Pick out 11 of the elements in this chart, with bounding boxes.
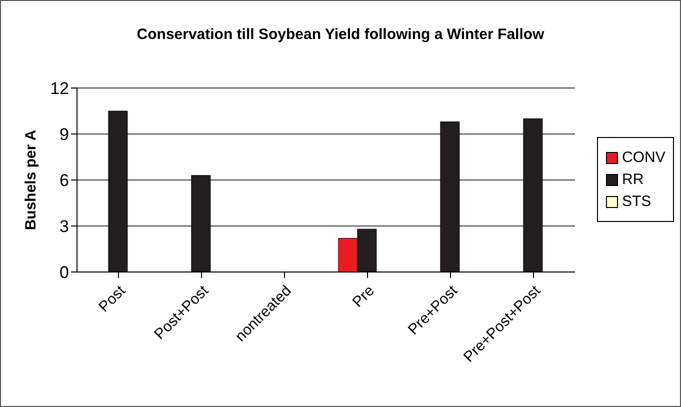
- y-tick-label: 9: [60, 125, 69, 144]
- chart-title: Conservation till Soybean Yield following a Winter Fallow: [136, 26, 546, 43]
- legend-label: CONV: [622, 149, 666, 166]
- y-tick-label: 12: [50, 79, 69, 98]
- x-tick-label: Pre: [349, 282, 378, 311]
- legend-label: RR: [622, 171, 644, 188]
- y-tick-label: 6: [60, 171, 69, 190]
- y-tick-label: 3: [60, 217, 69, 236]
- y-tick-label: 0: [60, 263, 69, 282]
- y-axis-title: Bushels per A: [22, 130, 40, 230]
- legend-label: STS: [622, 193, 652, 210]
